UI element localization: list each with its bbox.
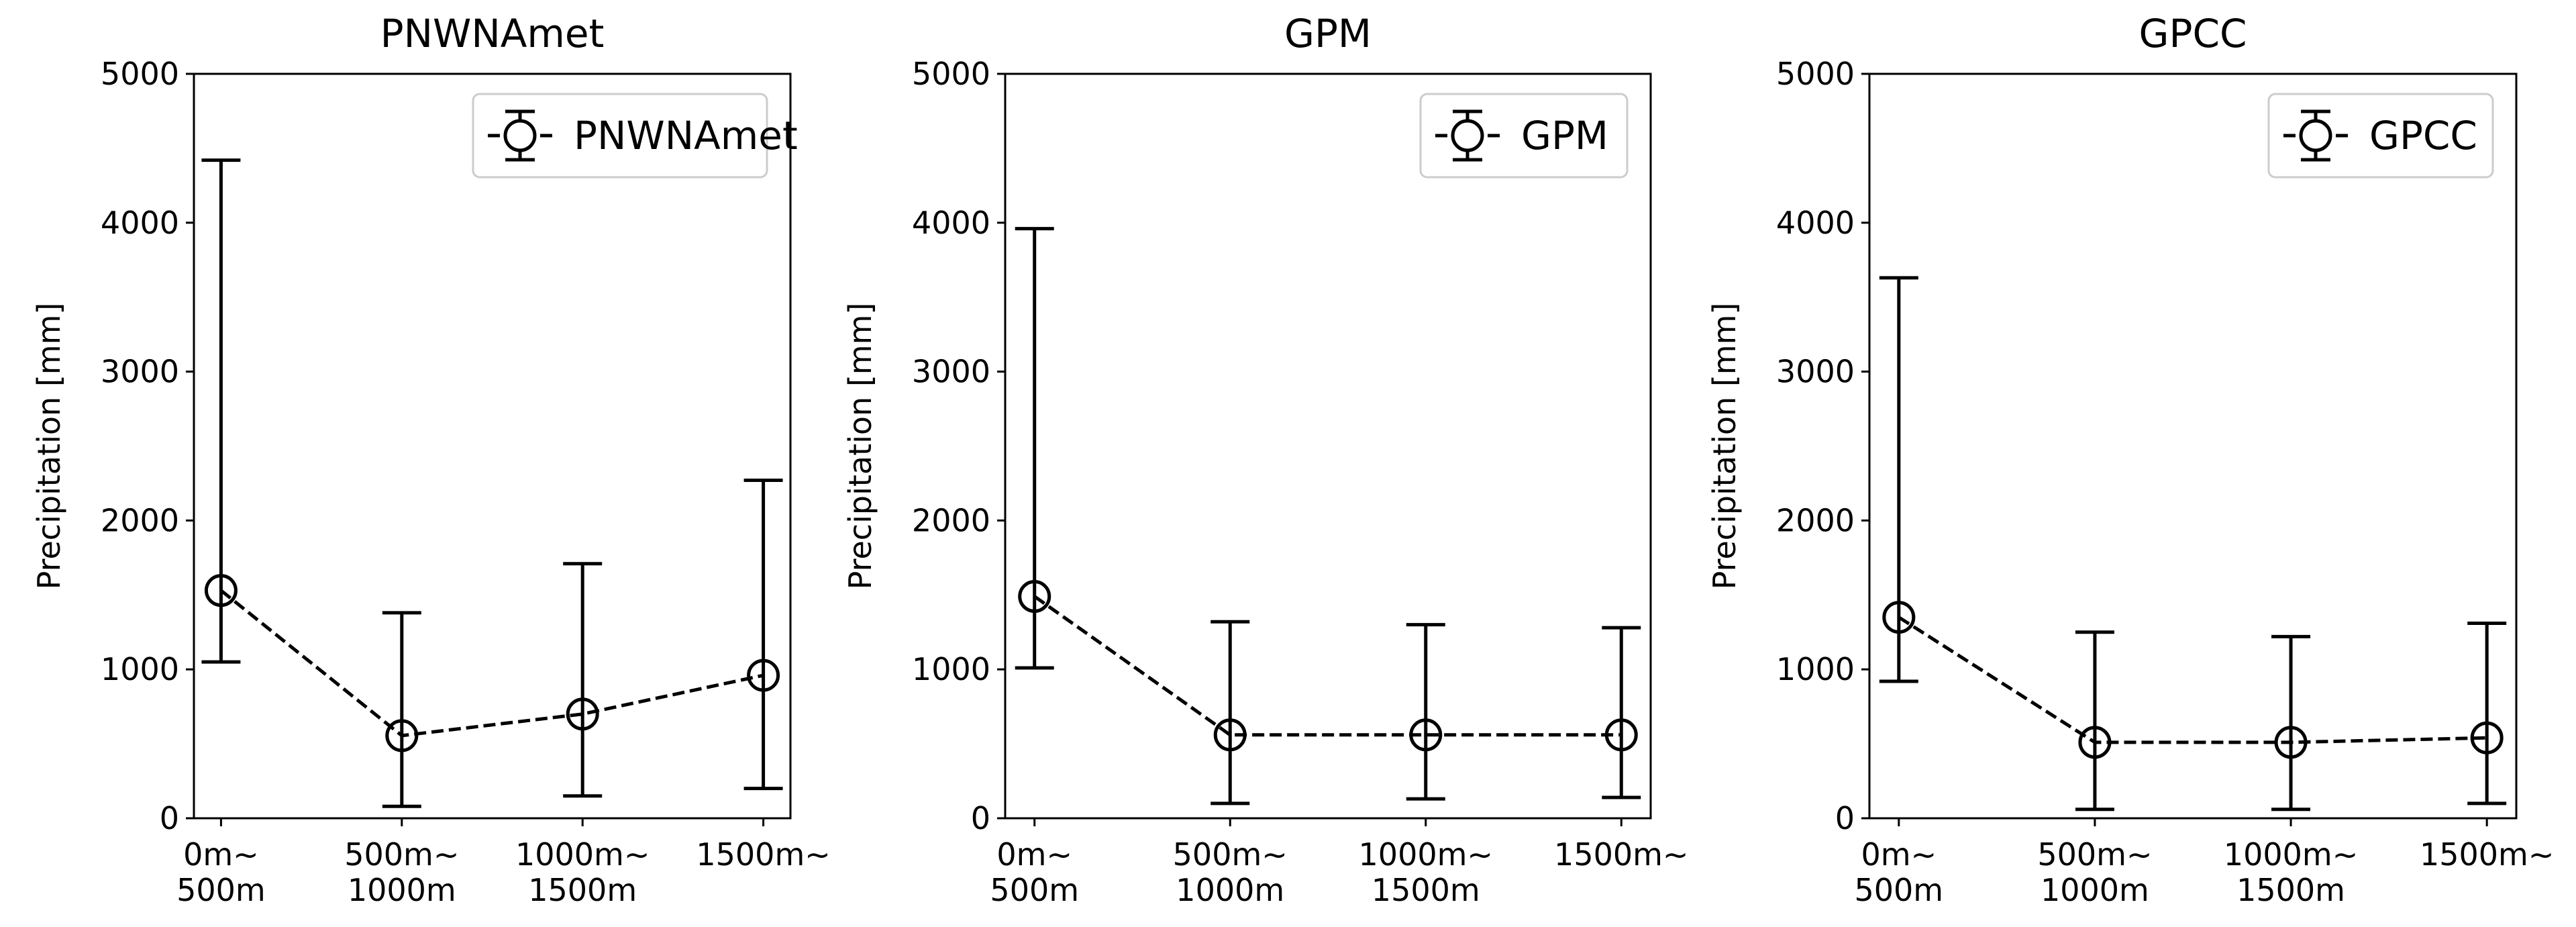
- y-axis-label: Precipitation [mm]: [31, 303, 67, 590]
- data-point: [1018, 580, 1051, 614]
- legend: PNWNAmet: [472, 93, 798, 179]
- legend-marker: [2299, 119, 2332, 152]
- y-tick-label: 2000: [1776, 502, 1855, 538]
- y-tick-label: 3000: [912, 354, 990, 390]
- plot-frame: [193, 72, 792, 820]
- error-bar: [1210, 620, 1250, 806]
- data-point: [1409, 718, 1443, 752]
- error-bar: [382, 611, 421, 808]
- data-point: [1882, 601, 1916, 634]
- y-tick-label: 1000: [912, 651, 990, 687]
- chart-title: GPCC: [2139, 11, 2247, 56]
- y-axis-label: Precipitation [mm]: [1706, 303, 1743, 590]
- error-bar: [2075, 630, 2114, 812]
- error-bar: [1879, 276, 1918, 683]
- y-tick-label: 1000: [101, 651, 179, 687]
- error-bar: [2271, 634, 2311, 812]
- x-tick-label: 1000m~ 1500m: [515, 836, 650, 908]
- x-tick-label: 0m~ 500m: [1855, 836, 1944, 908]
- data-line: [1033, 595, 1622, 737]
- y-axis-label: Precipitation [mm]: [842, 303, 878, 590]
- x-tick-label: 1500m~: [2420, 836, 2554, 873]
- y-tick-label: 4000: [912, 205, 990, 241]
- legend-marker: [503, 119, 537, 152]
- y-tick-label: 0: [1835, 800, 1855, 836]
- y-tick-label: 2000: [912, 502, 990, 538]
- x-tick-label: 500m~ 1000m: [2037, 836, 2152, 908]
- x-tick-label: 500m~ 1000m: [1173, 836, 1288, 908]
- y-tick-label: 4000: [101, 205, 179, 241]
- error-bar: [1406, 623, 1445, 801]
- x-tick-label: 1000m~ 1500m: [2224, 836, 2358, 908]
- plot-frame: [1004, 72, 1652, 820]
- y-tick-label: 5000: [912, 56, 990, 92]
- y-tick-label: 0: [160, 800, 179, 836]
- data-line: [1898, 616, 2487, 744]
- error-bar: [1015, 227, 1054, 670]
- data-line: [219, 589, 764, 738]
- legend-label: GPCC: [2369, 113, 2477, 158]
- y-tick-label: 2000: [101, 502, 179, 538]
- y-tick-label: 4000: [1776, 205, 1855, 241]
- legend-marker: [1451, 119, 1484, 152]
- error-bar: [1602, 626, 1641, 799]
- data-point: [2078, 726, 2112, 759]
- error-bar: [201, 158, 241, 664]
- x-tick-label: 1500m~: [1554, 836, 1688, 873]
- x-tick-label: 1500m~: [696, 836, 830, 873]
- y-tick-label: 0: [971, 800, 990, 836]
- legend-box: [2267, 93, 2494, 179]
- x-tick-label: 0m~ 500m: [990, 836, 1079, 908]
- data-point: [2470, 721, 2504, 754]
- legend: GPM: [1419, 93, 1629, 179]
- legend-label: PNWNAmet: [574, 113, 798, 158]
- plot-frame: [1868, 72, 2518, 820]
- legend-box: [472, 93, 768, 179]
- y-tick-label: 5000: [1776, 56, 1855, 92]
- legend-box: [1419, 93, 1629, 179]
- y-tick-label: 3000: [101, 354, 179, 390]
- data-point: [204, 574, 238, 607]
- x-tick-label: 1000m~ 1500m: [1359, 836, 1493, 908]
- error-bar: [563, 562, 603, 798]
- legend: GPCC: [2267, 93, 2494, 179]
- chart-title: PNWNAmet: [380, 11, 605, 56]
- data-point: [747, 658, 780, 692]
- data-point: [1213, 718, 1247, 752]
- y-tick-label: 3000: [1776, 354, 1855, 390]
- error-bar: [2467, 621, 2507, 806]
- data-point: [566, 697, 599, 731]
- data-point: [1604, 718, 1638, 752]
- x-tick-label: 0m~ 500m: [176, 836, 266, 908]
- data-point: [385, 719, 419, 752]
- legend-label: GPM: [1521, 113, 1608, 158]
- y-tick-label: 1000: [1776, 651, 1855, 687]
- y-tick-label: 5000: [101, 56, 179, 92]
- data-point: [2274, 726, 2308, 759]
- chart-title: GPM: [1284, 11, 1372, 56]
- x-tick-label: 500m~ 1000m: [344, 836, 459, 908]
- error-bar: [743, 479, 783, 791]
